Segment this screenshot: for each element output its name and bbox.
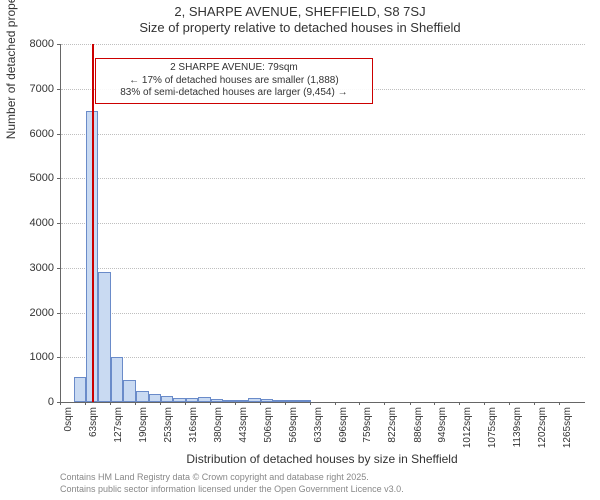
y-axis-label: Number of detached properties (4, 0, 18, 139)
annotation-line1: 2 SHARPE AVENUE: 79sqm (102, 62, 366, 75)
histogram-bar (211, 399, 223, 402)
annotation-box: 2 SHARPE AVENUE: 79sqm← 17% of detached … (95, 58, 373, 104)
ytick-label: 6000 (14, 128, 54, 140)
ytick-label: 5000 (14, 172, 54, 184)
footer-copyright-2: Contains public sector information licen… (60, 484, 404, 494)
histogram-bar (186, 398, 199, 402)
xtick-mark (110, 402, 111, 405)
ytick-mark (57, 44, 60, 45)
ytick-mark (57, 223, 60, 224)
ytick-label: 3000 (14, 262, 54, 274)
xtick-mark (384, 402, 385, 405)
xtick-mark (559, 402, 560, 405)
title-line1: 2, SHARPE AVENUE, SHEFFIELD, S8 7SJ (0, 4, 600, 19)
ytick-mark (57, 357, 60, 358)
gridline (61, 357, 585, 358)
ytick-label: 0 (14, 396, 54, 408)
gridline (61, 134, 585, 135)
histogram-bar (98, 272, 111, 402)
xtick-mark (210, 402, 211, 405)
histogram-bar (261, 399, 274, 402)
histogram-bar (111, 357, 123, 402)
xtick-mark (410, 402, 411, 405)
ytick-mark (57, 268, 60, 269)
annotation-line3: 83% of semi-detached houses are larger (… (102, 87, 366, 100)
ytick-label: 7000 (14, 83, 54, 95)
xtick-mark (285, 402, 286, 405)
histogram-bar (136, 391, 149, 402)
chart-container: 2, SHARPE AVENUE, SHEFFIELD, S8 7SJ Size… (0, 0, 600, 500)
xtick-mark (359, 402, 360, 405)
gridline (61, 44, 585, 45)
xtick-mark (60, 402, 61, 405)
title-line2: Size of property relative to detached ho… (0, 20, 600, 35)
xtick-mark (85, 402, 86, 405)
ytick-label: 8000 (14, 38, 54, 50)
xtick-mark (135, 402, 136, 405)
annotation-line2: ← 17% of detached houses are smaller (1,… (102, 75, 366, 88)
histogram-bar (236, 400, 249, 402)
xtick-mark (484, 402, 485, 405)
ytick-mark (57, 89, 60, 90)
histogram-bar (74, 377, 86, 402)
xtick-mark (310, 402, 311, 405)
ytick-label: 4000 (14, 217, 54, 229)
footer-copyright-1: Contains HM Land Registry data © Crown c… (60, 472, 369, 482)
ytick-mark (57, 313, 60, 314)
gridline (61, 178, 585, 179)
ytick-mark (57, 178, 60, 179)
xtick-mark (160, 402, 161, 405)
gridline (61, 223, 585, 224)
xtick-mark (260, 402, 261, 405)
ytick-label: 2000 (14, 307, 54, 319)
property-marker-line (92, 44, 94, 402)
histogram-bar (123, 380, 136, 402)
histogram-bar (161, 396, 174, 402)
ytick-mark (57, 134, 60, 135)
xtick-mark (235, 402, 236, 405)
histogram-bar (149, 394, 161, 402)
histogram-bar (286, 400, 299, 402)
xtick-mark (185, 402, 186, 405)
xtick-mark (335, 402, 336, 405)
xtick-mark (534, 402, 535, 405)
xtick-mark (434, 402, 435, 405)
x-axis-label: Distribution of detached houses by size … (60, 452, 584, 466)
plot-area: 2 SHARPE AVENUE: 79sqm← 17% of detached … (60, 44, 585, 403)
xtick-mark (459, 402, 460, 405)
gridline (61, 313, 585, 314)
xtick-mark (509, 402, 510, 405)
ytick-label: 1000 (14, 351, 54, 363)
gridline (61, 268, 585, 269)
